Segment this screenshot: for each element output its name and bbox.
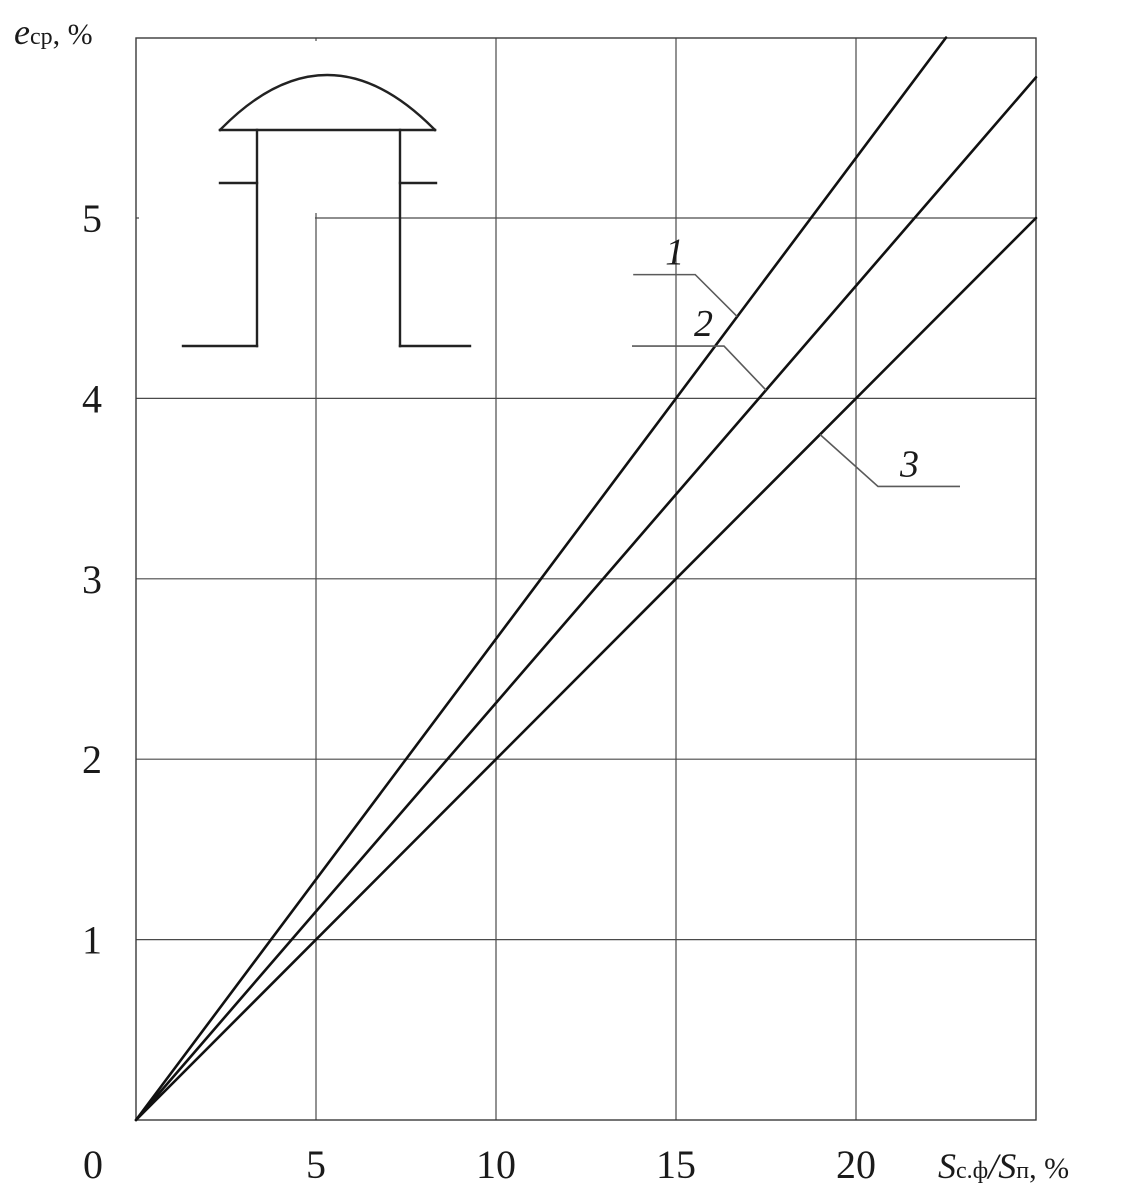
- leader-line-2: [632, 345, 767, 391]
- y-tick-label: 3: [82, 557, 102, 602]
- curve-label-3: 3: [899, 443, 919, 485]
- curve-label-2: 2: [694, 303, 713, 345]
- plot-frame: [135, 37, 1037, 1121]
- curve-label-leaders: [632, 273, 960, 488]
- y-tick-labels: 1 2 3 4 5: [82, 196, 102, 963]
- series-line-2: [134, 76, 1038, 1122]
- y-axis-label: eср, %: [14, 12, 93, 52]
- inset-background: [139, 41, 479, 213]
- y-tick-label: 1: [82, 918, 102, 963]
- x-tick-label: 20: [836, 1142, 876, 1187]
- series-line-3: [134, 216, 1038, 1122]
- inset-cap-arc: [218, 73, 437, 132]
- leader-line-1: [633, 273, 738, 318]
- inset-background-lower: [139, 213, 315, 396]
- x-tick-label: 15: [656, 1142, 696, 1187]
- y-tick-label: 5: [82, 196, 102, 241]
- x-tick-label: 5: [306, 1142, 326, 1187]
- x-axis-label: Sс.ф/Sп, %: [938, 1146, 1069, 1186]
- y-tick-label: 2: [82, 737, 102, 782]
- y-tick-label: 4: [82, 376, 102, 421]
- x-tick-label: 0: [83, 1142, 103, 1187]
- leader-line-3: [819, 433, 960, 488]
- series-group: [134, 36, 1038, 1122]
- curve-label-1: 1: [665, 232, 684, 274]
- x-tick-labels: 0 5 10 15 20: [83, 1142, 876, 1187]
- x-tick-label: 10: [476, 1142, 516, 1187]
- series-line-1: [134, 36, 948, 1122]
- deflector-inset-diagram: [139, 41, 479, 396]
- curve-labels: 12 3: [665, 232, 919, 486]
